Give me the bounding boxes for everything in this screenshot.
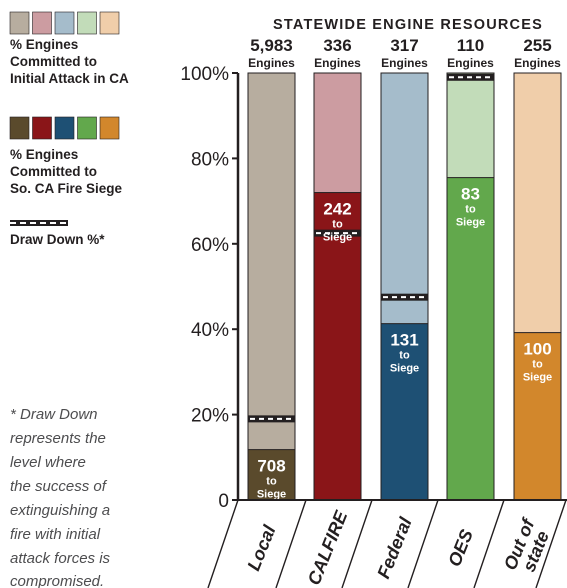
legend-initial-swatch-1	[32, 11, 52, 35]
category-separator-2	[341, 499, 373, 588]
legend-siege: % Engines Committed to So. CA Fire Siege	[9, 116, 123, 196]
engine-unit-0: Engines	[248, 56, 295, 70]
category-label-group-0: Local	[243, 522, 280, 574]
siege-count-2: 131	[390, 331, 418, 350]
note-line-2: represents the	[10, 430, 106, 447]
engine-count-3: 110	[457, 36, 484, 55]
y-tick-label-1: 20%	[191, 406, 229, 427]
legend-initial-swatch-3	[77, 11, 97, 35]
y-tick-label-3: 60%	[191, 235, 229, 256]
category-separator-0	[207, 499, 239, 588]
siege-to-3: to	[465, 204, 476, 216]
chart-title: STATEWIDE ENGINE RESOURCES	[273, 17, 543, 33]
category-separator-5	[535, 499, 567, 588]
y-tick-label-5: 100%	[180, 64, 229, 85]
engine-count-2: 317	[390, 36, 418, 55]
category-separator-3	[407, 499, 439, 588]
siege-bar-1	[313, 192, 362, 501]
siege-count-4: 100	[523, 340, 551, 359]
legend-siege-swatch-4	[99, 116, 120, 140]
category-label-0-0: Local	[243, 522, 280, 574]
legend-initial-swatch-0	[9, 11, 30, 35]
siege-target-4: Siege	[523, 372, 552, 384]
legend-initial-swatch-2	[54, 11, 75, 35]
note-line-3: level where	[10, 454, 86, 471]
initial-attack-bar-0	[247, 72, 296, 501]
siege-to-1: to	[332, 219, 343, 231]
engine-unit-2: Engines	[381, 56, 428, 70]
legend-initial-attack-line-3: Initial Attack in CA	[10, 71, 129, 86]
drawdown-note: * Draw Down represents the level where t…	[10, 406, 111, 588]
legend-initial-swatch-4	[99, 11, 120, 35]
siege-bar-3	[446, 177, 495, 501]
note-line-5: extinguishing a	[10, 502, 110, 519]
legend-initial-attack: % Engines Committed to Initial Attack in…	[9, 11, 129, 86]
category-label-group-3: OES	[444, 527, 477, 570]
legend-siege-swatch-3	[77, 116, 97, 140]
legend-drawdown-line-bg	[10, 220, 68, 226]
siege-bar-2	[380, 323, 429, 501]
note-line-1: * Draw Down	[10, 406, 98, 423]
category-label-group-1: CALFIRE	[304, 507, 352, 588]
engine-unit-1: Engines	[314, 56, 361, 70]
siege-to-2: to	[399, 350, 410, 362]
legend-siege-swatch-0	[9, 116, 30, 140]
engine-count-1: 336	[323, 36, 351, 55]
bars: 708toSiege242toSiege131toSiege83toSiege1…	[238, 72, 567, 501]
siege-bar-4	[513, 332, 562, 501]
note-line-8: compromised.	[10, 573, 104, 588]
category-label-1-0: CALFIRE	[304, 507, 352, 588]
note-line-4: the success of	[10, 478, 108, 495]
engine-count-headers: 5,983Engines336Engines317Engines110Engin…	[248, 36, 561, 70]
y-tick-label-0: 0	[218, 491, 229, 512]
category-separator-1	[275, 499, 307, 588]
category-label-group-2: Federal	[373, 514, 416, 582]
siege-count-3: 83	[461, 185, 480, 204]
note-line-6: fire with initial	[10, 526, 101, 543]
siege-to-4: to	[532, 359, 543, 371]
y-tick-label-2: 40%	[191, 320, 229, 341]
engine-count-4: 255	[523, 36, 551, 55]
legend-siege-line-1: % Engines	[10, 147, 78, 162]
siege-count-0: 708	[257, 457, 285, 476]
category-separator-4	[473, 499, 505, 588]
legend-drawdown: Draw Down %*	[10, 220, 105, 247]
siege-target-1: Siege	[323, 232, 352, 244]
engine-count-0: 5,983	[250, 36, 293, 55]
siege-target-2: Siege	[390, 363, 419, 375]
siege-target-0: Siege	[257, 489, 286, 501]
legend-initial-attack-line-1: % Engines	[10, 37, 78, 52]
siege-to-0: to	[266, 476, 277, 488]
legend-siege-line-2: Committed to	[10, 164, 97, 179]
legend-siege-line-3: So. CA Fire Siege	[10, 181, 123, 196]
siege-target-3: Siege	[456, 217, 485, 229]
category-label-2-0: Federal	[373, 514, 416, 582]
y-tick-label-4: 80%	[191, 149, 229, 170]
legend-siege-swatch-2	[54, 116, 75, 140]
legend-siege-swatch-1	[32, 116, 52, 140]
legend-initial-attack-line-2: Committed to	[10, 54, 97, 69]
engine-unit-3: Engines	[447, 56, 494, 70]
engine-unit-4: Engines	[514, 56, 561, 70]
note-line-7: attack forces is	[10, 550, 111, 567]
siege-count-1: 242	[323, 200, 351, 219]
y-axis: 0 20% 40% 60% 80% 100%	[180, 64, 240, 512]
category-label-3-0: OES	[444, 527, 477, 570]
legend-drawdown-label: Draw Down %*	[10, 232, 105, 247]
